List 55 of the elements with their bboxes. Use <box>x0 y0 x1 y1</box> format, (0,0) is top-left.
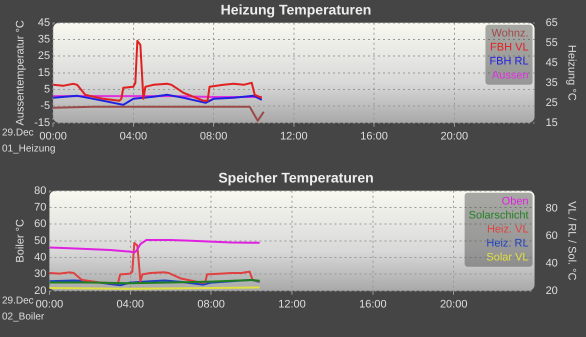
y-tick-label: 45 <box>38 16 50 29</box>
text: 29.Dec <box>2 296 34 307</box>
text: Oben <box>502 195 529 208</box>
y2-tick-label: 60 <box>546 230 558 242</box>
x-tick-label: 00:00 <box>36 298 64 310</box>
chart-title: Speicher Temperaturen <box>218 169 374 186</box>
y-tick-label: 60 <box>34 218 46 230</box>
chart-title: Heizung Temperaturen <box>220 1 372 18</box>
x-tick-label: 16:00 <box>360 130 388 142</box>
y-tick-label: 40 <box>34 252 46 264</box>
y2-tick-label: 20 <box>546 284 558 297</box>
text: 29.Dec <box>2 128 34 139</box>
y2-tick-label: 80 <box>546 202 558 215</box>
y-tick-label: 5 <box>44 84 50 96</box>
text: Heiz. RL <box>486 237 529 250</box>
y2-tick-label: 65 <box>546 16 558 29</box>
text: FBH RL <box>489 55 529 68</box>
text: Solarschicht <box>468 209 529 222</box>
y-tick-label: 80 <box>34 184 46 197</box>
y2-tick-label: 35 <box>546 76 558 89</box>
y2-tick-label: 40 <box>546 257 558 270</box>
text: Solar VL <box>486 251 529 264</box>
text: Heiz. VL <box>486 223 529 236</box>
text: Wohnz. <box>491 27 529 40</box>
y-tick-label: 25 <box>38 50 50 62</box>
x-tick-label: 12:00 <box>278 298 306 310</box>
x-tick-label: 20:00 <box>440 298 468 310</box>
y2-tick-label: 25 <box>546 96 558 109</box>
text: 01_Heizung <box>2 144 56 155</box>
x-tick-label: 04:00 <box>116 298 144 310</box>
y2-tick-label: 55 <box>546 36 558 49</box>
y-tick-label: -5 <box>40 100 50 112</box>
y-tick-label: 50 <box>34 234 46 247</box>
x-tick-label: 20:00 <box>440 130 468 142</box>
y-tick-label: 30 <box>34 268 46 280</box>
y-tick-label: 70 <box>34 202 46 214</box>
text: Aussen <box>492 69 529 82</box>
y-tick-label: -15 <box>34 116 50 129</box>
y2-tick-label: 15 <box>546 116 558 129</box>
y-axis-title: Aussentemperatur °C <box>14 20 27 126</box>
text: FBH VL <box>490 41 529 54</box>
text: 02_Boiler <box>2 312 45 323</box>
x-tick-label: 08:00 <box>197 298 225 310</box>
y2-axis-title: Heizung °C <box>565 44 578 101</box>
y-tick-label: 15 <box>38 66 50 79</box>
y-tick-label: 20 <box>34 284 46 297</box>
y2-tick-label: 45 <box>546 56 558 69</box>
y-axis-title: Boiler °C <box>14 218 27 263</box>
x-tick-label: 12:00 <box>280 130 308 142</box>
x-tick-label: 16:00 <box>359 298 387 310</box>
x-tick-label: 04:00 <box>120 130 148 142</box>
x-tick-label: 00:00 <box>39 130 67 142</box>
y2-axis-title: VL / RL / Sol. °C <box>565 201 578 281</box>
x-tick-label: 08:00 <box>200 130 228 142</box>
y-tick-label: 35 <box>38 34 50 46</box>
